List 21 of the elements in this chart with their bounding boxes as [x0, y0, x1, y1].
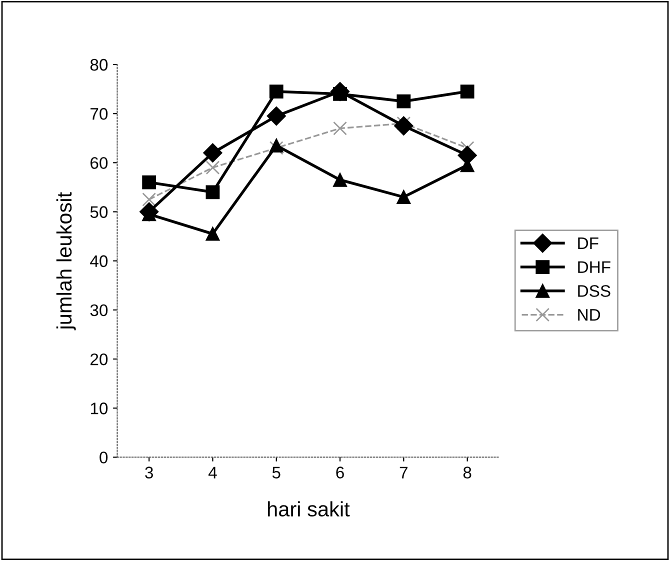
- y-tick-label: 40: [90, 255, 108, 268]
- x-tick-label: 6: [336, 466, 344, 478]
- y-tick-label: 60: [90, 157, 108, 169]
- legend-label: DF: [578, 238, 598, 250]
- legend-label: DHF: [578, 261, 610, 273]
- y-axis-title: jumlah leukosit: [56, 192, 76, 330]
- y-tick-label: 0: [100, 452, 108, 464]
- y-tick-label: 70: [90, 108, 108, 120]
- x-tick-label: 3: [145, 466, 153, 478]
- y-tick-label: 20: [90, 353, 108, 366]
- x-tick-label: 4: [208, 466, 217, 478]
- y-tick-label: 10: [90, 402, 108, 414]
- x-axis-title: hari sakit: [268, 501, 350, 517]
- y-tick-label: 30: [90, 304, 108, 316]
- legend-label: DSS: [578, 285, 610, 297]
- legend-label: ND: [578, 309, 600, 321]
- x-tick-label: 8: [463, 466, 472, 478]
- x-tick-label: 7: [400, 466, 408, 478]
- y-tick-label: 80: [90, 58, 108, 71]
- x-tick-label: 5: [272, 466, 280, 478]
- y-tick-label: 50: [90, 206, 108, 218]
